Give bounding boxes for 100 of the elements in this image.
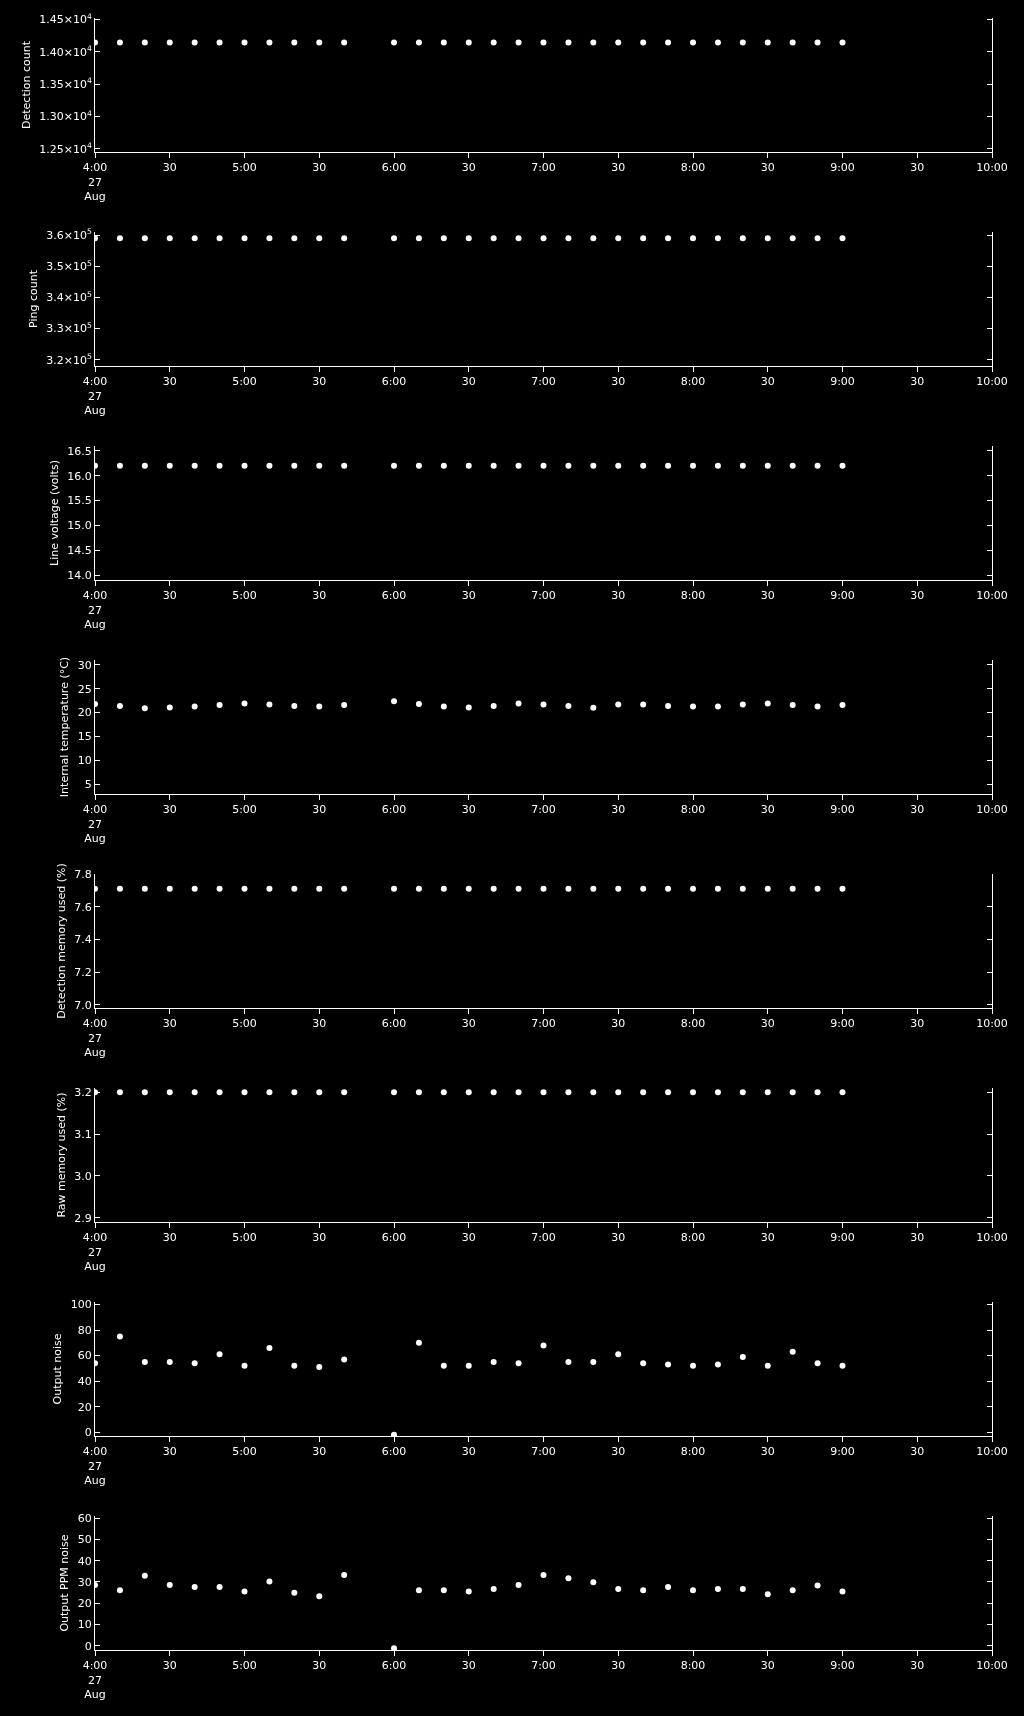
x-tick-label: 30 [910, 375, 925, 389]
x-tick-label: 9:00 [830, 1445, 855, 1459]
x-tick-label: 10:00 [976, 803, 1008, 817]
x-tick-label: 8:00 [680, 1659, 706, 1673]
x-tick-label: 10:00 [976, 1445, 1008, 1459]
y-tick-label: 1.35×10$^{4}$ [39, 76, 92, 91]
x-tick-label: 5:00 [232, 1017, 257, 1031]
x-tick-label: 30 [312, 375, 327, 389]
x-tick-label: 5:00 [232, 589, 257, 603]
x-tick-label: 30 [760, 1445, 775, 1459]
x-tick-label: 30 [910, 1017, 925, 1031]
x-tick-label: 30 [162, 1231, 177, 1245]
x-tick-label: 6:00 [381, 803, 407, 817]
x-tick-label: 5:00 [232, 375, 257, 389]
y-tick-label: 25 [77, 682, 92, 696]
y-tick-label: 10 [77, 1618, 92, 1632]
y-tick-label: 7.4 [74, 933, 92, 947]
y-tick-label: 50 [77, 1533, 92, 1547]
y-tick-label: 1.30×10$^{4}$ [39, 108, 92, 124]
x-tick-label: 10:00 [976, 161, 1008, 175]
y-tick-label: 7.8 [74, 867, 92, 881]
y-tick-label: 20 [77, 706, 92, 720]
x-tick-label: 9:00 [830, 1231, 855, 1245]
x-tick-label: 30 [312, 1017, 327, 1031]
x-tick-label: 6:00 [381, 1231, 407, 1245]
x-tick-label: 7:00 [531, 1445, 556, 1459]
x-tick-label: 30 [760, 589, 775, 603]
y-tick-label: 20 [77, 1400, 92, 1414]
x-tick-label: 30 [611, 1017, 626, 1031]
x-tick-label: 30 [461, 589, 476, 603]
y-axis-title: Detection memory used (%) [54, 863, 68, 1019]
x-tick-label: 6:00 [381, 589, 407, 603]
x-tick-label: 30 [611, 161, 626, 175]
x-tick-label: 6:00 [381, 161, 407, 175]
y-tick-label: 15 [77, 730, 92, 744]
y-tick-label: 0 [84, 1639, 92, 1653]
x-tick-label: 7:00 [531, 161, 556, 175]
x-tick-label: 9:00 [830, 1017, 855, 1031]
y-tick-label: 20 [77, 1597, 92, 1611]
x-tick-label: 30 [611, 375, 626, 389]
x-tick-label: 6:00 [381, 1659, 407, 1673]
y-tick-label: 1.40×10$^{4}$ [39, 43, 92, 59]
x-tick-label: 30 [162, 589, 177, 603]
y-tick-label: 60 [77, 1349, 92, 1363]
x-tick-label: 30 [461, 161, 476, 175]
x-tick-label: 6:00 [381, 375, 407, 389]
x-tick-label: 30 [312, 589, 327, 603]
x-tick-label: 10:00 [976, 1231, 1008, 1245]
x-tick-label: 9:00 [830, 375, 855, 389]
x-tick-label: 7:00 [531, 589, 556, 603]
x-tick-label: 30 [162, 1659, 177, 1673]
y-tick-label: 7.6 [74, 900, 92, 914]
x-tick-label: 4:00 27 Aug [82, 589, 108, 631]
x-tick-label: 30 [910, 1231, 925, 1245]
x-tick-label: 30 [910, 161, 925, 175]
x-tick-label: 6:00 [381, 1017, 407, 1031]
x-tick-label: 30 [312, 161, 327, 175]
x-tick-label: 10:00 [976, 1659, 1008, 1673]
x-tick-label: 30 [162, 1445, 177, 1459]
x-tick-label: 8:00 [680, 375, 706, 389]
y-axis-title: Raw memory used (%) [54, 1092, 68, 1218]
x-tick-label: 30 [162, 1017, 177, 1031]
y-tick-label: 3.6×10$^{5}$ [46, 227, 92, 242]
x-tick-label: 4:00 27 Aug [82, 161, 108, 203]
x-tick-label: 5:00 [232, 161, 257, 175]
x-tick-label: 30 [162, 161, 177, 175]
x-tick-label: 9:00 [830, 1659, 855, 1673]
y-tick-label: 3.1 [74, 1127, 92, 1141]
x-tick-label: 10:00 [976, 1017, 1008, 1031]
x-tick-label: 6:00 [381, 1445, 407, 1459]
x-tick-label: 10:00 [976, 375, 1008, 389]
y-tick-label: 60 [77, 1511, 92, 1525]
y-tick-label: 100 [70, 1298, 92, 1312]
x-tick-label: 30 [910, 1659, 925, 1673]
x-tick-label: 30 [162, 375, 177, 389]
x-tick-label: 30 [760, 1231, 775, 1245]
x-tick-label: 4:00 27 Aug [82, 1659, 108, 1701]
x-tick-label: 4:00 27 Aug [82, 1017, 108, 1059]
y-tick-label: 16.0 [67, 469, 92, 483]
y-tick-label: 40 [77, 1374, 92, 1388]
y-tick-label: 3.2×10$^{5}$ [46, 352, 92, 367]
x-tick-label: 30 [611, 589, 626, 603]
x-tick-label: 30 [461, 1017, 476, 1031]
x-tick-label: 30 [611, 1445, 626, 1459]
y-tick-label: 3.0 [74, 1169, 92, 1183]
x-tick-label: 7:00 [531, 1231, 556, 1245]
y-tick-label: 0 [84, 1426, 92, 1440]
x-tick-label: 30 [162, 803, 177, 817]
x-tick-label: 5:00 [232, 1445, 257, 1459]
y-tick-label: 30 [77, 658, 92, 672]
y-tick-label: 3.2 [74, 1086, 92, 1100]
y-tick-label: 1.25×10$^{4}$ [39, 140, 92, 156]
x-tick-label: 30 [611, 1231, 626, 1245]
x-tick-label: 30 [611, 1659, 626, 1673]
y-tick-label: 2.9 [74, 1211, 92, 1225]
x-tick-label: 8:00 [680, 161, 706, 175]
x-tick-label: 4:00 27 Aug [82, 1445, 108, 1487]
x-tick-label: 30 [760, 1659, 775, 1673]
x-tick-label: 30 [312, 1231, 327, 1245]
x-tick-label: 30 [461, 375, 476, 389]
